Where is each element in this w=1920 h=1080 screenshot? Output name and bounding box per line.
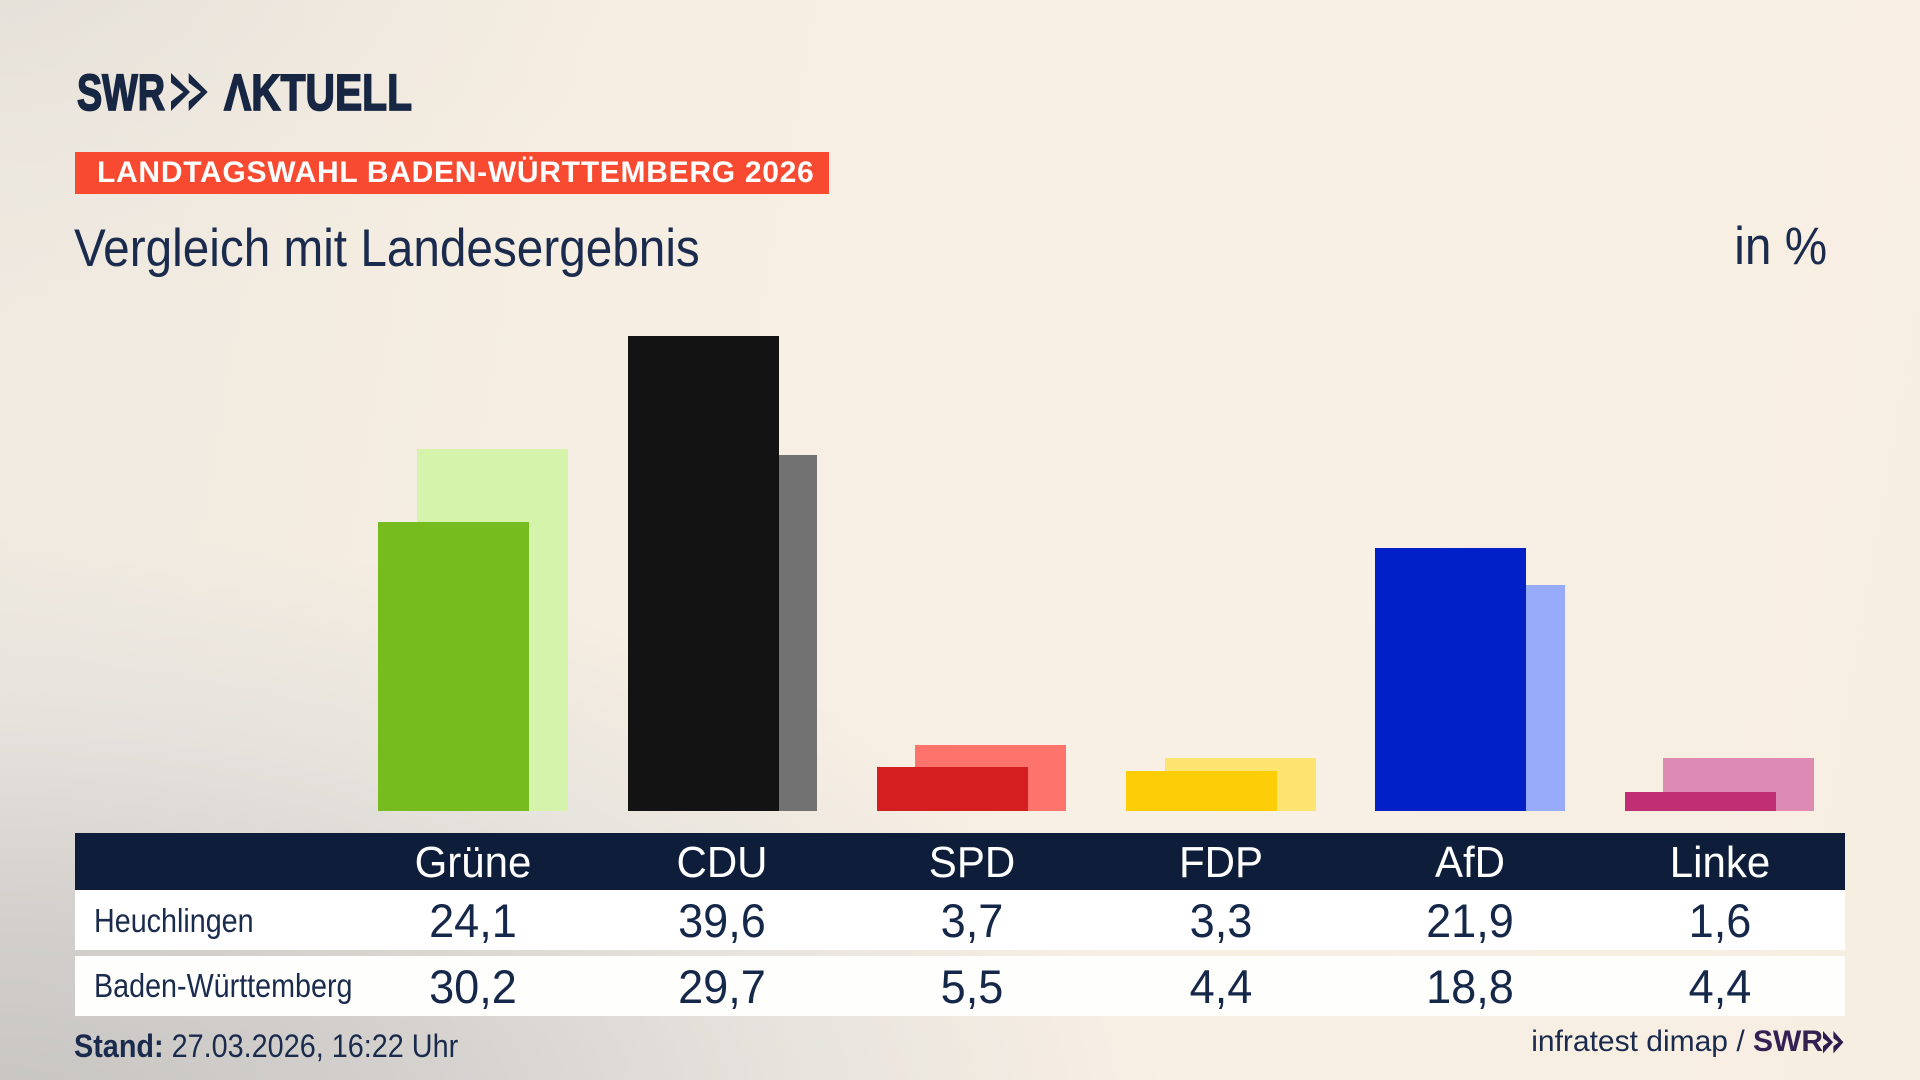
svg-text:ΛKTUELL: ΛKTUELL [224, 64, 412, 121]
svg-text:SWR: SWR [77, 64, 165, 121]
